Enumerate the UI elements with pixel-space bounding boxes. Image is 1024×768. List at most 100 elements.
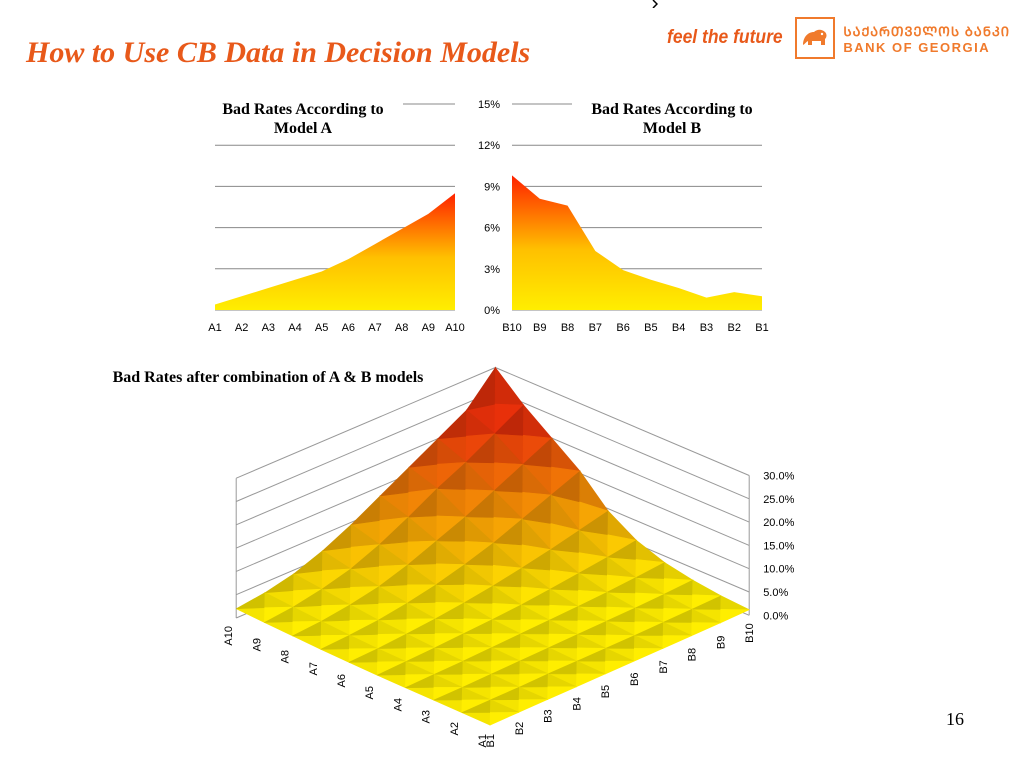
chart-title-line: Model B [643,120,702,137]
surface-facet [489,711,519,726]
surface-facet [236,592,266,609]
y-tick-label: 15% [478,99,500,111]
x-tick-label: B9 [533,322,546,334]
b-axis-label: B1 [485,734,497,747]
x-tick-label: B10 [502,322,522,334]
surface-facet [236,607,266,623]
surface-facet [635,539,666,563]
y-tick-label: 12% [478,140,500,152]
surface-facet [633,648,663,662]
b-axis-label: B4 [571,697,583,710]
a-axis-label: A9 [251,638,263,651]
back-gridline [236,367,496,479]
bank-name-georgian: ᲡᲐᲥᲐᲠᲗᲕᲔᲚᲝᲡ ᲑᲐᲜᲙᲘ [843,23,1010,39]
chart-title-line: Model A [274,120,333,137]
a-axis-label: A8 [280,650,292,663]
x-tick-label: A7 [368,322,381,334]
brand-tagline: feel the future [666,27,783,48]
z-tick-label: 20.0% [763,517,794,529]
surface-chart-title: Bad Rates after combination of A & B mod… [113,369,424,386]
y-tick-label: 9% [484,181,500,193]
combined-surface-chart: Bad Rates after combination of A & B mod… [113,366,795,747]
x-tick-label: A5 [315,322,328,334]
surface-facet [377,674,407,689]
side-gridline [495,367,750,476]
page-number: 16 [946,709,964,729]
surface-facet [662,635,692,649]
z-tick-label: 15.0% [763,540,794,552]
b-axis-label: B9 [715,636,727,649]
bank-name: ᲡᲐᲥᲐᲠᲗᲕᲔᲚᲝᲡ ᲑᲐᲜᲙᲘ BANK OF GEORGIA [843,22,1010,55]
a-axis-label: A5 [364,686,376,699]
x-tick-label: A2 [235,322,248,334]
title-background [203,98,403,136]
corner-mark [652,0,658,8]
page-title: How to Use CB Data in Decision Models [26,36,531,69]
surface-facet [320,648,350,663]
surface-facet [547,686,577,700]
a-axis-label: A4 [392,698,404,711]
a-axis-label: A6 [336,674,348,687]
lion-icon [795,17,836,59]
b-axis-label: B2 [514,722,526,735]
x-tick-label: B7 [589,322,602,334]
surface-facet [663,561,694,581]
surface-facet [379,466,410,497]
a-axis-label: A10 [223,626,235,646]
title-background [572,98,772,136]
x-tick-label: A10 [445,322,465,334]
x-tick-label: A4 [288,322,301,334]
y-tick-label: 3% [484,264,500,276]
x-tick-label: B8 [561,322,574,334]
b-axis-label: B6 [629,673,641,686]
surface-facet [576,673,606,688]
surface-axes: A1 A2 A3 A4 A5 A6 A7 A8 A9 A10 B1 B2 B3 B4 B5 B6 B7 B8 B9 B… [223,623,756,747]
z-tick-label: 30.0% [763,471,794,483]
x-tick-label: A9 [422,322,435,334]
chart-title: Bad Rates According to Model A [203,98,403,137]
surface-facet [433,699,463,714]
area-series [215,193,455,310]
back-gridline [236,390,496,502]
y-tick-label: 0% [484,305,500,317]
model-a-area-chart: A1 A2 A3 A4 A5 A6 A7 A8 A9 A10 Bad Rates According… [203,98,465,334]
b-axis-label: B7 [658,660,670,673]
surface-facet [292,635,322,650]
surface-mesh [236,366,750,726]
a-axis-label: A1 [477,734,489,747]
z-tick-label: 5.0% [763,587,788,599]
area-series [512,175,762,310]
model-b-area-chart: 0% 3% 6% 9% 12% 15% B10 B9 B8 B7 B6 B5 B4 B3 B2 B1 Bad R… [478,98,772,334]
surface-facet [264,621,294,637]
chart-title-line: Bad Rates According to [591,101,752,118]
surface-facet [604,660,635,675]
z-tick-label: 10.0% [763,564,794,576]
x-tick-label: B1 [755,322,768,334]
b-axis-label: B10 [744,623,756,643]
surface-facet [691,622,721,637]
x-tick-label: B5 [644,322,657,334]
surface-facet [692,579,722,597]
surface-facet [720,609,750,624]
chart-title-line: Bad Rates According to [222,101,383,118]
bank-name-english: BANK OF GEORGIA [843,39,991,55]
brand-header: feel the future ᲡᲐᲥᲐᲠᲗᲕᲔᲚᲝᲡ ᲑᲐᲜᲙᲘ BANK O… [662,16,1010,60]
x-tick-label: B3 [700,322,713,334]
a-axis-label: A3 [421,710,433,723]
surface-facet [292,550,323,575]
x-tick-label: A6 [342,322,355,334]
a-axis-label: A2 [449,722,461,735]
b-axis-label: B5 [600,685,612,698]
surface-facet [518,699,548,713]
surface-facet [522,404,553,439]
surface-facet [461,712,491,726]
x-tick-label: A1 [208,322,221,334]
x-tick-label: B6 [616,322,629,334]
surface-facet [437,409,467,440]
z-tick-label: 25.0% [763,494,794,506]
surface-facet [408,437,439,468]
chart-title: Bad Rates According to Model B [572,98,772,137]
a-axis-label: A7 [308,662,320,675]
z-tick-label: 0.0% [763,610,788,622]
